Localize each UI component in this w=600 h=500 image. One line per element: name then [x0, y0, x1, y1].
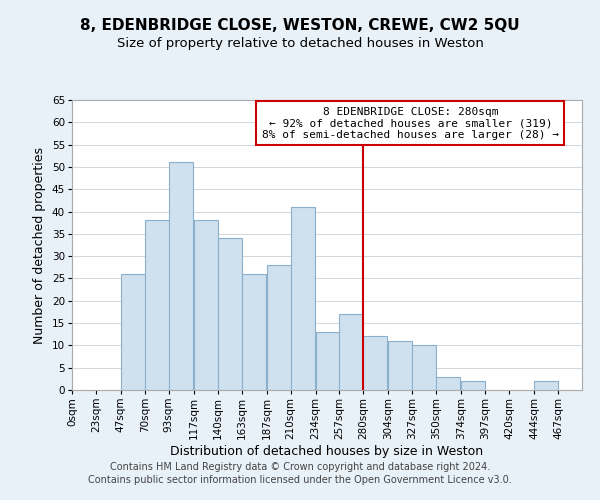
- Y-axis label: Number of detached properties: Number of detached properties: [33, 146, 46, 344]
- Bar: [388, 341, 412, 390]
- Bar: [194, 220, 218, 390]
- Text: Contains public sector information licensed under the Open Government Licence v3: Contains public sector information licen…: [88, 475, 512, 485]
- Text: 8 EDENBRIDGE CLOSE: 280sqm
← 92% of detached houses are smaller (319)
8% of semi: 8 EDENBRIDGE CLOSE: 280sqm ← 92% of deta…: [262, 106, 559, 140]
- Bar: [145, 220, 169, 390]
- Bar: [412, 346, 436, 390]
- Bar: [169, 162, 193, 390]
- Bar: [266, 265, 290, 390]
- Bar: [534, 381, 558, 390]
- Bar: [242, 274, 266, 390]
- Bar: [290, 207, 314, 390]
- Bar: [364, 336, 388, 390]
- Bar: [121, 274, 145, 390]
- Bar: [218, 238, 242, 390]
- Bar: [316, 332, 340, 390]
- Text: Size of property relative to detached houses in Weston: Size of property relative to detached ho…: [116, 38, 484, 51]
- Bar: [340, 314, 364, 390]
- Bar: [461, 381, 485, 390]
- X-axis label: Distribution of detached houses by size in Weston: Distribution of detached houses by size …: [170, 444, 484, 458]
- Text: Contains HM Land Registry data © Crown copyright and database right 2024.: Contains HM Land Registry data © Crown c…: [110, 462, 490, 472]
- Text: 8, EDENBRIDGE CLOSE, WESTON, CREWE, CW2 5QU: 8, EDENBRIDGE CLOSE, WESTON, CREWE, CW2 …: [80, 18, 520, 32]
- Bar: [436, 376, 460, 390]
